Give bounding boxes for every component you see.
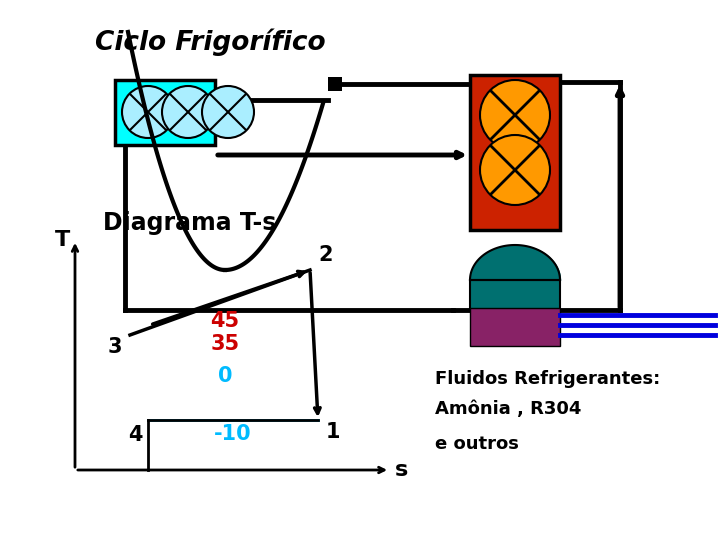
Bar	[470, 280, 560, 310]
Text: 4: 4	[128, 425, 143, 445]
Bar	[470, 75, 560, 230]
Text: 2: 2	[318, 245, 333, 265]
Bar	[470, 308, 560, 346]
Text: 45: 45	[210, 311, 240, 331]
Text: e outros: e outros	[435, 435, 519, 453]
Text: Diagrama T-s: Diagrama T-s	[103, 211, 276, 235]
Circle shape	[162, 86, 214, 138]
Circle shape	[122, 86, 174, 138]
Circle shape	[480, 80, 550, 150]
Text: Amônia , R304: Amônia , R304	[435, 400, 581, 418]
Text: Ciclo Frigorífico: Ciclo Frigorífico	[95, 28, 325, 56]
Text: 3: 3	[107, 337, 122, 357]
Text: 35: 35	[210, 334, 240, 354]
Text: -10: -10	[214, 424, 252, 444]
Text: Fluidos Refrigerantes:: Fluidos Refrigerantes:	[435, 370, 660, 388]
Bar	[328, 77, 342, 91]
Text: 0: 0	[217, 366, 233, 386]
Text: 1: 1	[326, 422, 341, 442]
Text: s: s	[395, 460, 408, 480]
Circle shape	[480, 135, 550, 205]
Text: T: T	[55, 230, 70, 250]
Bar	[115, 80, 215, 145]
Circle shape	[202, 86, 254, 138]
